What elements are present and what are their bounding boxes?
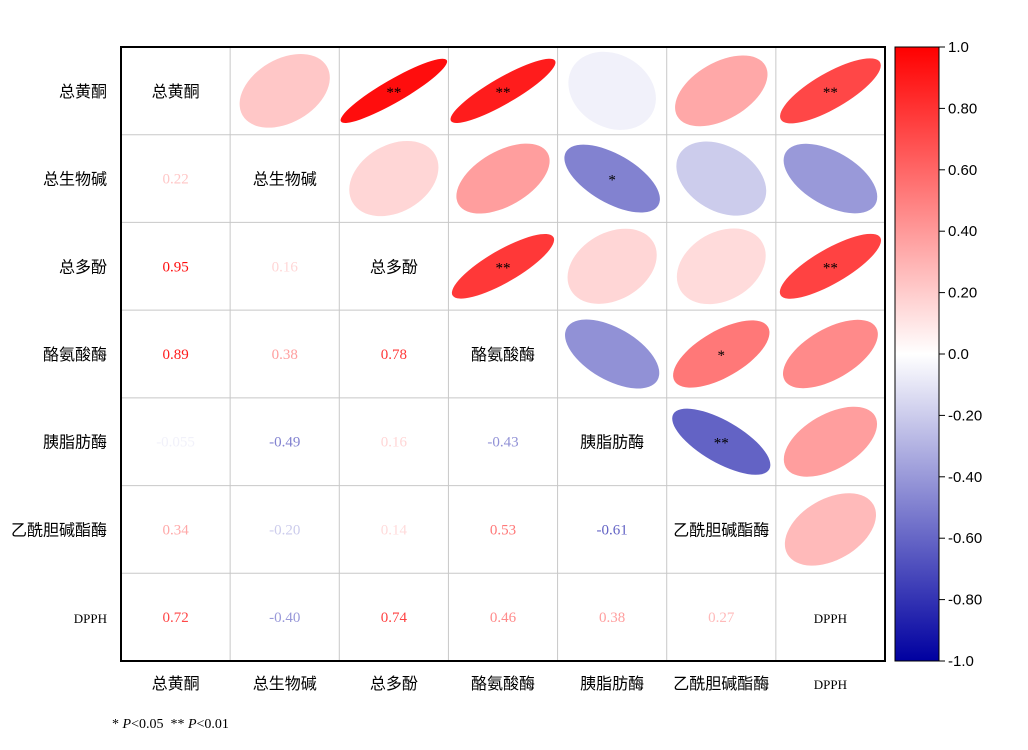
correlation-ellipse (783, 406, 878, 477)
significance-mark: ** (496, 260, 511, 276)
correlation-ellipse (451, 233, 555, 299)
correlation-value: -0.20 (269, 522, 300, 538)
p01-stars: ** (170, 717, 185, 732)
significance-mark: ** (823, 260, 838, 276)
colorbar-tick-label: -0.60 (948, 530, 982, 547)
correlation-value: 0.22 (162, 172, 188, 188)
colorbar-ticks: 1.0 0.80 0.60 0.40 0.20 0.0 -0.20 -0.40 -0.60 -0.… (939, 39, 982, 670)
correlation-value: 0.14 (381, 522, 408, 538)
significance-mark: ** (496, 85, 511, 101)
significance-mark: ** (386, 85, 401, 101)
column-label: 乙酰胆碱酯酶 (673, 674, 769, 693)
diagonal-label: 总生物碱 (253, 170, 317, 189)
colorbar-tick-label: -0.20 (948, 407, 982, 424)
column-labels: 总黄酮 总生物碱 总多酚 酪氨酸酶 胰脂肪酶 乙酰胆碱酯酶 DPPH (152, 674, 847, 693)
colorbar-tick-label: -1.0 (948, 653, 974, 670)
correlation-value: 0.34 (162, 522, 189, 538)
diagonal-label: DPPH (814, 611, 847, 626)
p01-value: <0.01 (196, 717, 229, 732)
correlation-ellipse (672, 408, 771, 475)
significance-footnote: * P<0.05 ** P<0.01 (112, 717, 229, 733)
correlation-value: 0.89 (162, 347, 188, 363)
correlation-ellipse (567, 228, 657, 304)
diagonal-label: 胰脂肪酶 (580, 433, 644, 452)
correlation-ellipse (783, 143, 878, 214)
correlation-ellipse (340, 58, 448, 123)
correlation-ellipse (568, 51, 656, 130)
column-label: DPPH (814, 677, 847, 692)
diagonal-label: 酪氨酸酶 (471, 345, 535, 364)
correlation-ellipse (450, 58, 556, 123)
row-label: 乙酰胆碱酯酶 (11, 520, 107, 539)
p05-stars: * (112, 717, 119, 732)
colorbar-tick-label: 0.20 (948, 285, 977, 302)
column-label: 酪氨酸酶 (471, 674, 535, 693)
correlation-ellipse (675, 55, 768, 127)
colorbar-tick-label: -0.40 (948, 469, 982, 486)
row-label: 总多酚 (59, 257, 107, 276)
p05-value: <0.05 (131, 717, 164, 732)
correlation-value: 0.74 (381, 610, 408, 626)
column-label: 胰脂肪酶 (580, 674, 644, 693)
significance-mark: ** (714, 436, 729, 452)
correlation-ellipse (676, 141, 767, 216)
colorbar-tick-label: 0.80 (948, 100, 977, 117)
correlation-ellipse (239, 54, 330, 128)
column-label: 总生物碱 (253, 674, 317, 693)
correlation-ellipse (673, 320, 770, 388)
correlation-value: 0.38 (599, 610, 625, 626)
row-label: DPPH (74, 611, 107, 626)
colorbar-tick-label: -0.80 (948, 592, 982, 609)
significance-mark: * (718, 348, 726, 364)
colorbar-tick-label: 0.60 (948, 162, 977, 179)
row-label: 总黄酮 (59, 82, 107, 101)
correlation-value: -0.43 (487, 435, 518, 451)
significance-mark: ** (823, 85, 838, 101)
colorbar-tick-label: 0.40 (948, 223, 977, 240)
correlation-value: 0.78 (381, 347, 407, 363)
cells: 总黄酮 ** ** ** 0.22 总生物碱 * 0.95 0.16 总多酚 ** ** 0.89 0.3… (152, 51, 882, 626)
correlation-value: 0.38 (272, 347, 298, 363)
correlation-value: -0.49 (269, 435, 300, 451)
correlation-ellipse (564, 144, 660, 213)
row-label: 胰脂肪酶 (43, 433, 107, 452)
plot-frame (120, 46, 886, 662)
correlation-value: -0.055 (156, 435, 195, 451)
correlation-value: 0.27 (708, 610, 735, 626)
correlation-ellipse (676, 228, 766, 305)
significance-mark: * (608, 173, 616, 189)
correlation-value: -0.61 (597, 522, 628, 538)
colorbar (894, 46, 940, 662)
correlation-ellipse (782, 319, 878, 389)
correlation-ellipse (349, 140, 439, 217)
colorbar-tick-label: 1.0 (948, 39, 969, 56)
row-label: 酪氨酸酶 (43, 345, 107, 364)
diagonal-label: 总黄酮 (152, 82, 200, 101)
correlation-value: 0.72 (162, 610, 188, 626)
diagonal-label: 总多酚 (370, 257, 418, 276)
correlation-value: -0.40 (269, 610, 300, 626)
correlation-ellipse (784, 493, 876, 566)
colorbar-tick-label: 0.0 (948, 346, 969, 363)
p05-label: P (122, 717, 132, 732)
column-label: 总多酚 (370, 674, 418, 693)
p01-label: P (187, 717, 197, 732)
row-label: 总生物碱 (43, 170, 107, 189)
column-label: 总黄酮 (152, 674, 200, 693)
correlation-ellipse (565, 319, 660, 389)
correlation-ellipse (780, 58, 881, 124)
correlation-value: 0.53 (490, 522, 516, 538)
correlation-value: 0.16 (381, 435, 408, 451)
diagonal-label: 乙酰胆碱酯酶 (673, 520, 769, 539)
correlation-value: 0.95 (162, 259, 188, 275)
correlation-value: 0.46 (490, 610, 517, 626)
grid-lines (121, 47, 885, 661)
correlation-value: 0.16 (272, 259, 299, 275)
correlation-ellipse (779, 233, 882, 299)
correlation-ellipse (456, 143, 550, 214)
